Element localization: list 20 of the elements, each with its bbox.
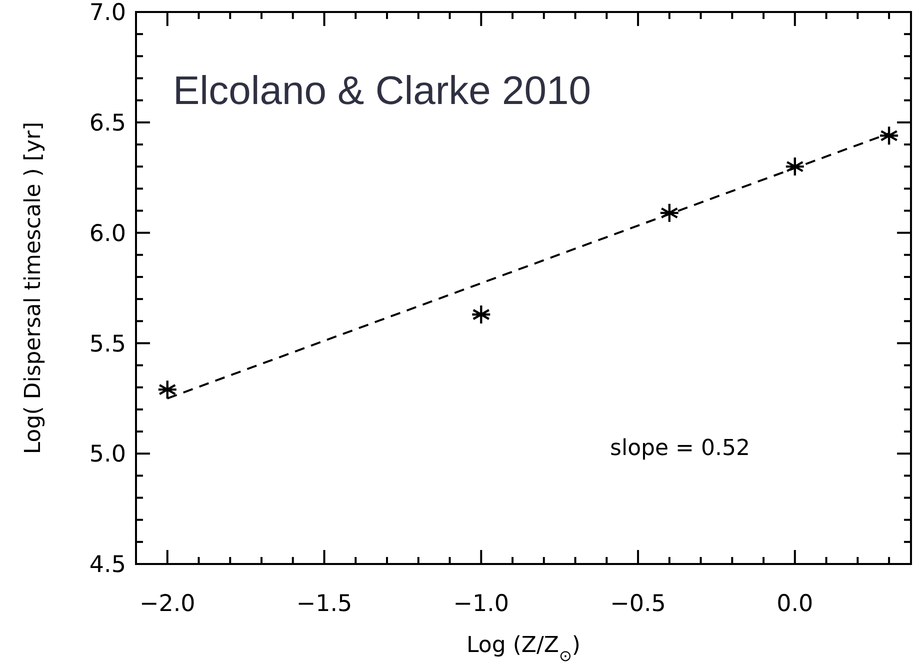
point <box>659 202 680 224</box>
y-tick-label: 6.5 <box>89 110 126 136</box>
y-tick-label: 4.5 <box>89 552 126 578</box>
point <box>878 126 900 146</box>
text: Elcolano & Clarke 2010 <box>173 69 592 113</box>
y-tick-label: 6.0 <box>89 220 126 247</box>
y-tick-label: 5.5 <box>89 331 126 358</box>
x-tick-label: −2.0 <box>139 591 196 617</box>
x-tick-label: −1.0 <box>453 591 510 617</box>
y-tick-label: 5.0 <box>89 442 126 468</box>
x-tick-label: 0.0 <box>776 591 814 617</box>
x-tick-label: −1.5 <box>296 591 352 617</box>
annotation: slope = 0.52 <box>610 436 750 461</box>
x-axis-title: Log (Z/Z$_{⊙}$) <box>466 633 580 662</box>
x-tick-label: −0.5 <box>610 591 666 617</box>
point <box>784 156 806 177</box>
y-tick-label: 7.0 <box>89 0 126 26</box>
point <box>157 379 178 400</box>
point <box>471 304 492 325</box>
y-axis-title: Log( Dispersal timescale ) [yr] <box>21 122 46 454</box>
